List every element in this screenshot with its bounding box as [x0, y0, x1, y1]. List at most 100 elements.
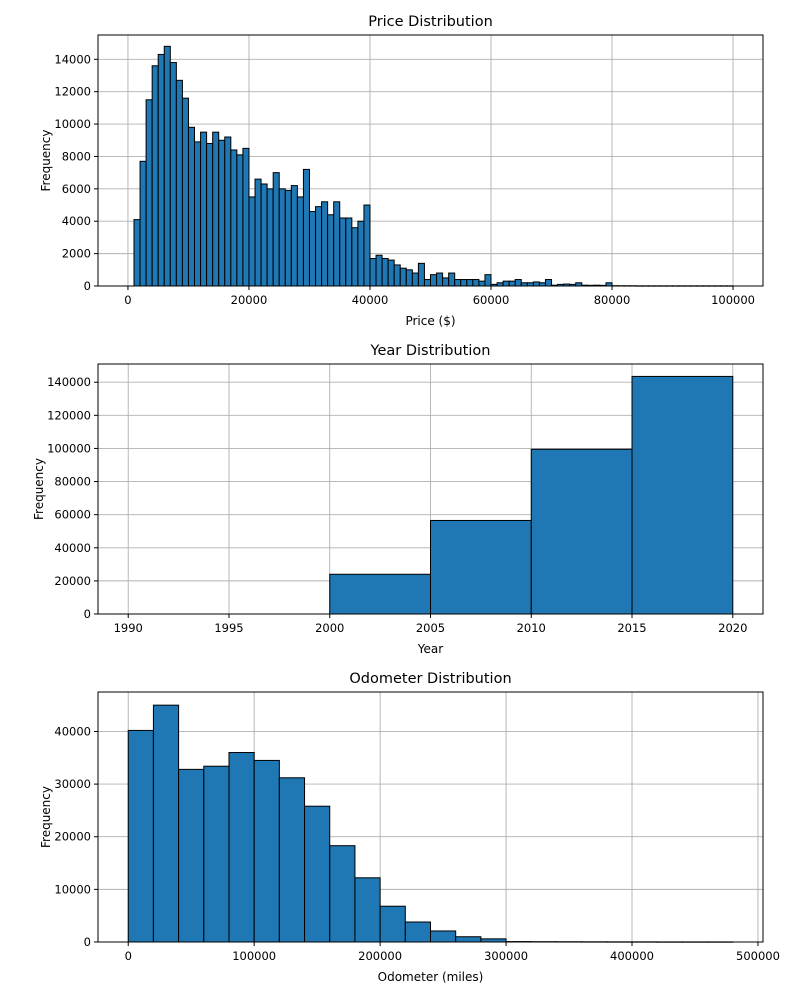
x-tick-label: 1995: [214, 621, 243, 635]
y-tick-label: 20000: [54, 830, 91, 844]
histogram-bar: [178, 768, 205, 943]
bars: [133, 45, 734, 287]
y-tick-label: 12000: [54, 85, 91, 99]
histogram-bar: [399, 267, 407, 287]
histogram-bar: [254, 178, 262, 287]
histogram-bar: [484, 274, 492, 287]
y-tick-label: 2000: [62, 247, 91, 261]
histogram-bar: [218, 139, 226, 287]
histogram-bar: [253, 759, 280, 943]
y-tick-label: 140000: [47, 375, 91, 389]
histogram-bar: [266, 188, 274, 287]
plot-frame: [97, 34, 764, 287]
histogram-bar: [329, 573, 432, 615]
histogram-bar: [145, 99, 153, 287]
histogram-bar: [345, 217, 353, 287]
x-tick-label: 500000: [736, 949, 780, 963]
y-tick-label: 100000: [47, 441, 91, 455]
histogram-bar: [442, 277, 450, 287]
histogram-bar: [363, 204, 371, 287]
chart-1: 1990 1995 2000 2005 2010 2015 2020 0 20000 40000 6…: [32, 343, 764, 656]
histogram-bar: [417, 262, 425, 287]
histogram-bar: [139, 160, 147, 287]
histogram-bar: [296, 196, 304, 287]
histogram-bar: [532, 281, 540, 287]
histogram-bar: [508, 280, 516, 287]
y-tick-label: 60000: [54, 508, 91, 522]
histogram-bar: [339, 217, 347, 287]
histogram-bar: [472, 279, 480, 287]
y-tick-label: 14000: [54, 52, 91, 66]
histogram-bar: [327, 214, 335, 287]
x-tick-label: 2020: [718, 621, 747, 635]
histogram-bar: [354, 877, 381, 943]
x-tick-label: 100000: [711, 293, 755, 307]
histogram-bar: [381, 257, 389, 287]
histogram-bar: [133, 219, 141, 287]
histogram-bar: [163, 45, 171, 287]
histogram-bar: [430, 274, 438, 287]
histogram-bar: [514, 279, 522, 287]
y-axis-label: Frequency: [39, 786, 53, 848]
histogram-bar: [308, 211, 317, 287]
x-axis-label: Odometer (miles): [378, 970, 484, 984]
histogram-bar: [502, 280, 510, 287]
x-axis-label: Year: [417, 642, 443, 656]
plot-frame: [97, 691, 764, 943]
histogram-bar: [466, 279, 474, 287]
y-tick-label: 30000: [54, 777, 91, 791]
y-tick-label: 4000: [62, 214, 91, 228]
histogram-bar: [228, 752, 255, 943]
y-axis-label: Frequency: [32, 458, 46, 520]
histogram-bar: [631, 375, 734, 615]
histogram-bar: [242, 147, 250, 287]
x-tick-label: 1990: [114, 621, 143, 635]
x-tick-label: 2005: [416, 621, 445, 635]
histogram-bar: [375, 254, 383, 287]
y-axis-label: Frequency: [39, 130, 53, 192]
y-tick-label: 0: [84, 935, 91, 949]
y-tick-label: 10000: [54, 117, 91, 131]
histogram-bar: [379, 905, 406, 943]
histogram-bar: [315, 206, 323, 287]
histogram-bar: [127, 729, 154, 943]
histogram-bar: [430, 930, 457, 943]
histogram-bar: [248, 196, 256, 287]
histogram-bar: [151, 65, 159, 287]
histogram-bar: [411, 272, 419, 287]
histogram-bar: [321, 201, 329, 287]
histogram-bar: [278, 188, 286, 287]
histogram-bar: [152, 704, 180, 943]
y-tick-label: 80000: [54, 475, 91, 489]
y-tick-label: 40000: [54, 541, 91, 555]
x-tick-label: 2010: [517, 621, 546, 635]
histogram-bar: [187, 126, 196, 287]
histogram-bar: [404, 921, 432, 943]
x-tick-label: 300000: [484, 949, 528, 963]
chart-title: Price Distribution: [368, 14, 493, 30]
histogram-bar: [544, 279, 553, 287]
histogram-bar: [351, 227, 359, 287]
chart-title: Year Distribution: [370, 343, 491, 359]
chart-0: 0 20000 40000 60000 80000 100000 0 2000 4000 6000…: [39, 14, 764, 328]
x-tick-label: 60000: [473, 293, 510, 307]
chart-title: Odometer Distribution: [349, 671, 511, 687]
histogram-bar: [260, 183, 268, 287]
histogram-bar: [203, 765, 230, 943]
histogram-bar: [430, 519, 532, 615]
histogram-bar: [460, 279, 468, 287]
x-tick-label: 100000: [232, 949, 276, 963]
histogram-bar: [230, 149, 238, 287]
histogram-bar: [181, 97, 189, 287]
histogram-bar: [423, 279, 431, 287]
histogram-bar: [329, 845, 356, 943]
histogram-bar: [478, 280, 486, 287]
histogram-bar: [369, 257, 377, 287]
x-tick-label: 200000: [358, 949, 402, 963]
x-tick-label: 2015: [617, 621, 646, 635]
histogram-bar: [175, 79, 183, 287]
histogram-bar: [212, 131, 220, 287]
histogram-bar: [436, 272, 444, 287]
y-tick-label: 8000: [62, 149, 91, 163]
